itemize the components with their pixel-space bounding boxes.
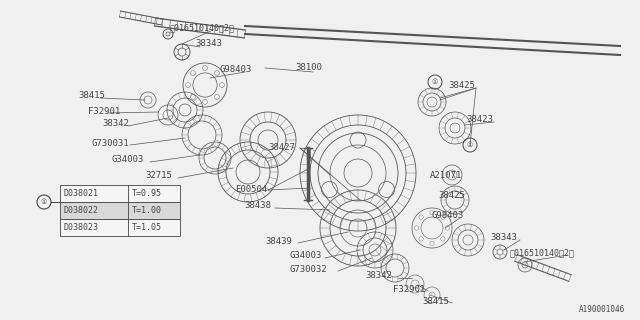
- Text: 38100: 38100: [295, 63, 322, 73]
- Text: Ⓑ016510140（2）: Ⓑ016510140（2）: [510, 249, 575, 258]
- Text: G34003: G34003: [290, 252, 323, 260]
- Text: D038023: D038023: [63, 223, 98, 232]
- Text: T=0.95: T=0.95: [132, 189, 162, 198]
- Text: 38342: 38342: [102, 119, 129, 129]
- Text: E00504: E00504: [235, 185, 268, 194]
- Bar: [60, 185, 180, 202]
- Text: ①: ①: [41, 199, 47, 205]
- Text: 38415: 38415: [78, 92, 105, 100]
- Text: 38427: 38427: [268, 142, 295, 151]
- Text: A21071: A21071: [430, 172, 462, 180]
- Text: 38425: 38425: [448, 82, 475, 91]
- Text: 38423: 38423: [466, 116, 493, 124]
- Text: 38438: 38438: [244, 202, 271, 211]
- Text: 38343: 38343: [195, 39, 222, 49]
- Text: 38415: 38415: [422, 298, 449, 307]
- Text: 32715: 32715: [145, 171, 172, 180]
- Text: T=1.05: T=1.05: [132, 223, 162, 232]
- Text: G730031: G730031: [92, 139, 130, 148]
- Bar: [60, 202, 180, 219]
- Text: ①: ①: [467, 142, 473, 148]
- Text: 38425: 38425: [438, 191, 465, 201]
- Text: G730032: G730032: [290, 266, 328, 275]
- Text: D038022: D038022: [63, 206, 98, 215]
- Text: F32901: F32901: [88, 107, 120, 116]
- Text: 38342: 38342: [365, 271, 392, 281]
- Text: Ⓑ016510140（2）: Ⓑ016510140（2）: [170, 23, 235, 33]
- Text: G98403: G98403: [220, 66, 252, 75]
- Text: G34003: G34003: [112, 156, 144, 164]
- Text: 38439: 38439: [265, 236, 292, 245]
- Text: A190001046: A190001046: [579, 306, 625, 315]
- Text: 38343: 38343: [490, 234, 517, 243]
- Text: D038021: D038021: [63, 189, 98, 198]
- Text: F32901: F32901: [393, 285, 425, 294]
- Text: G98403: G98403: [432, 212, 464, 220]
- Text: ①: ①: [432, 79, 438, 85]
- Bar: [60, 219, 180, 236]
- Text: T=1.00: T=1.00: [132, 206, 162, 215]
